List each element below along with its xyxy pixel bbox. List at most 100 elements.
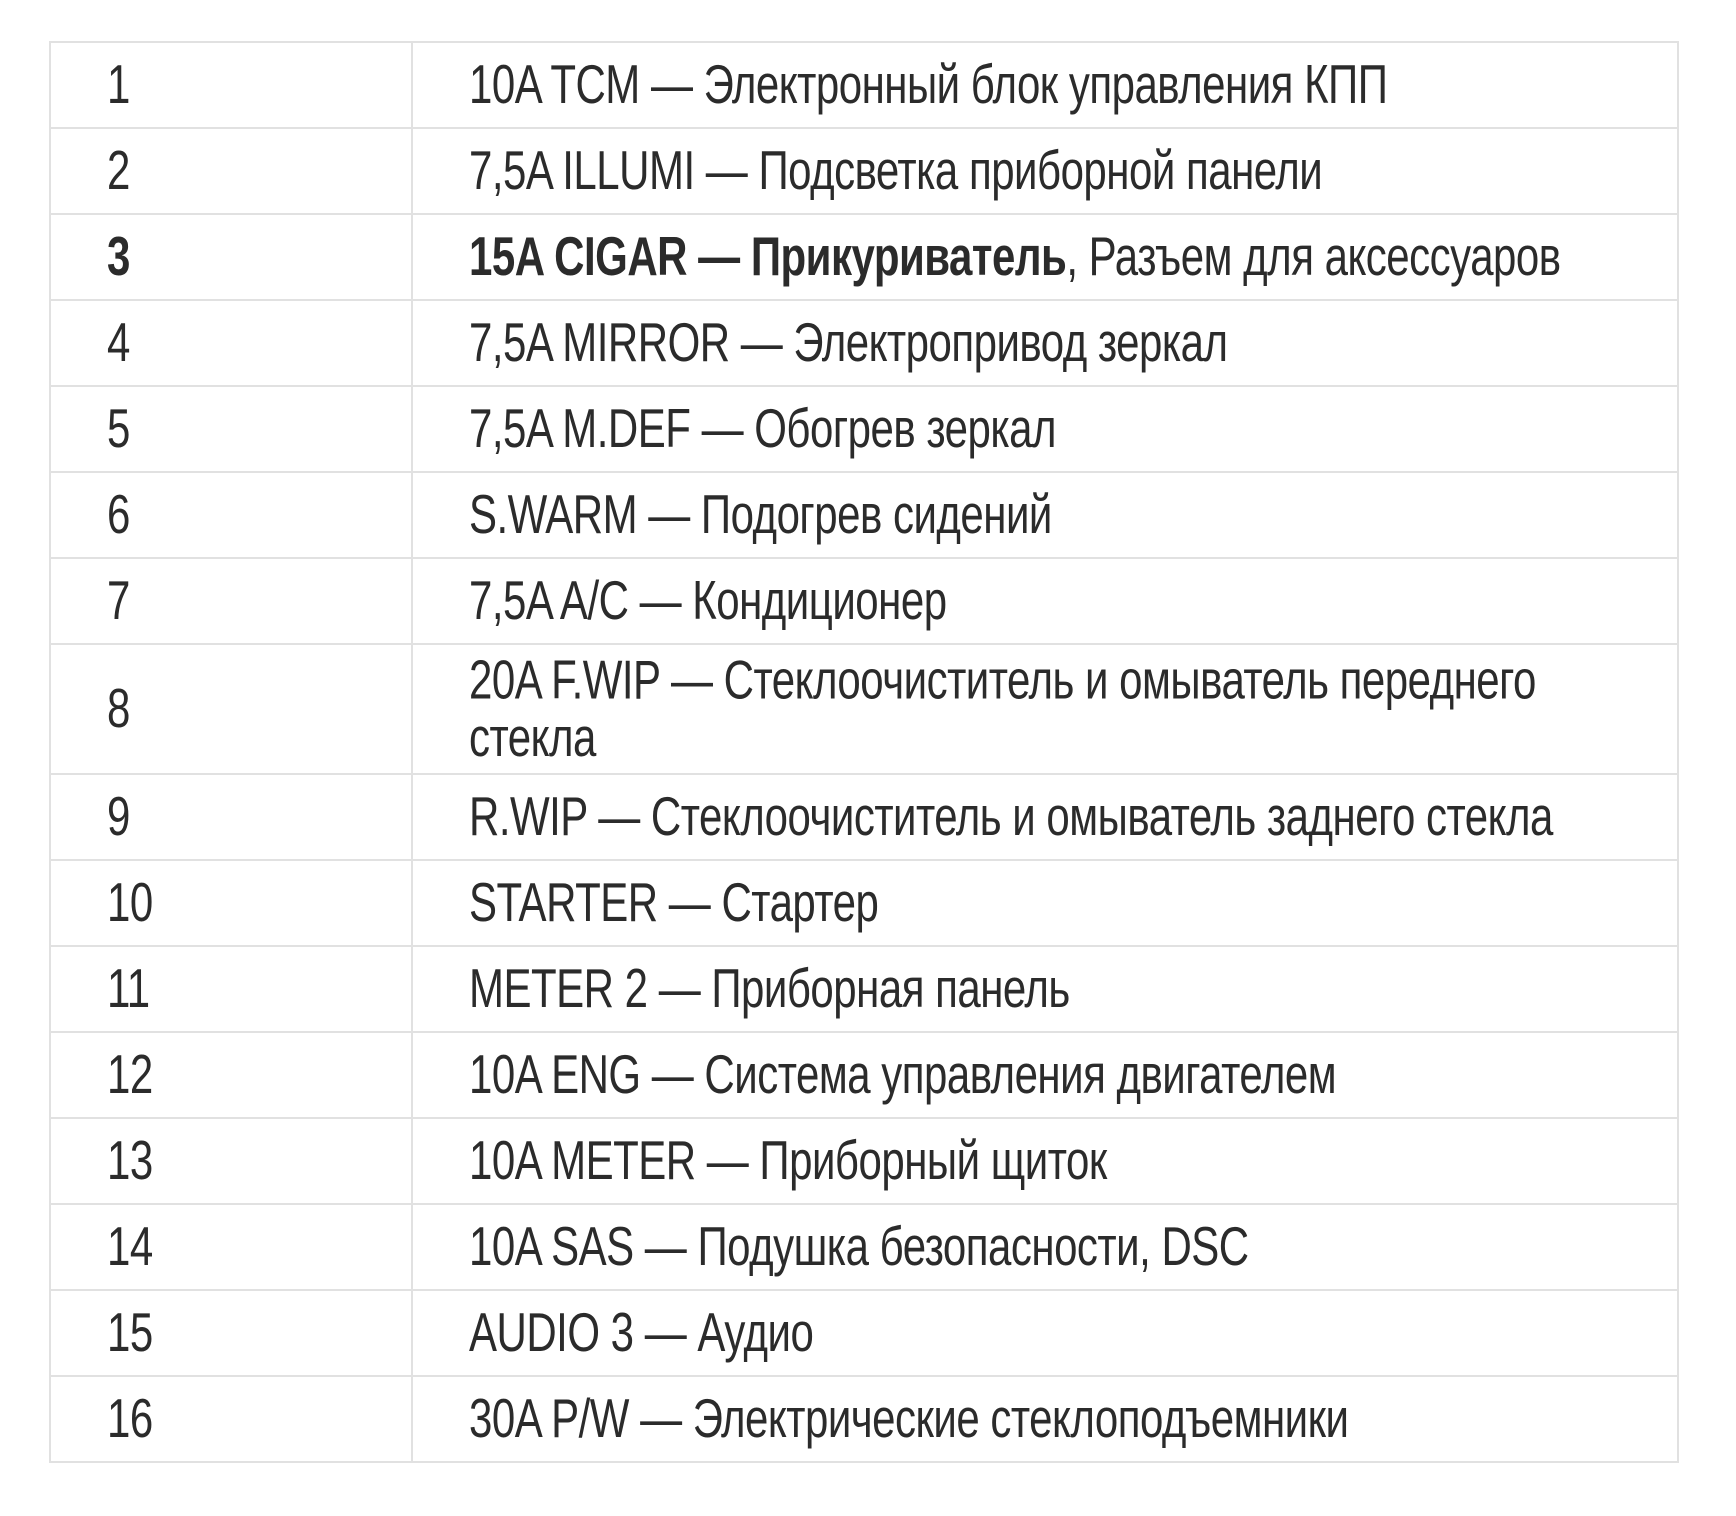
fuse-description: 15A CIGAR — Прикуриватель, Разъем для ак… [469, 228, 1561, 285]
fuse-number-cell: 10 [49, 859, 413, 947]
table-row: 13 10A METER — Приборный щиток [49, 1117, 1679, 1205]
fuse-table: 1 10A TCM — Электронный блок управления … [49, 41, 1679, 1463]
table-row: 1 10A TCM — Электронный блок управления … [49, 41, 1679, 129]
fuse-number: 9 [107, 785, 130, 847]
fuse-description-rest: R.WIP — Стеклоочиститель и омыватель зад… [469, 785, 1553, 847]
table-row: 2 7,5A ILLUMI — Подсветка приборной пане… [49, 127, 1679, 215]
fuse-description: 30A P/W — Электрические стеклоподъемники [469, 1387, 1349, 1449]
fuse-description-cell: 30A P/W — Электрические стеклоподъемники [411, 1375, 1679, 1463]
fuse-description-cell: 10A METER — Приборный щиток [411, 1117, 1679, 1205]
fuse-number-cell: 11 [49, 945, 413, 1033]
fuse-description-cell: 7,5A A/C — Кондиционер [411, 557, 1679, 645]
fuse-description-cell: S.WARM — Подогрев сидений [411, 471, 1679, 559]
fuse-number-cell: 8 [49, 643, 413, 775]
fuse-number: 11 [107, 957, 150, 1019]
fuse-description-rest: 7,5A A/C — Кондиционер [469, 569, 947, 631]
fuse-number-cell: 15 [49, 1289, 413, 1377]
fuse-description: 10A ENG — Система управления двигателем [469, 1043, 1337, 1105]
fuse-description-rest: , Разъем для аксессуаров [1066, 225, 1561, 287]
fuse-number-cell: 16 [49, 1375, 413, 1463]
table-row: 5 7,5A M.DEF — Обогрев зеркал [49, 385, 1679, 473]
table-row: 16 30A P/W — Электрические стеклоподъемн… [49, 1375, 1679, 1463]
fuse-number: 4 [107, 311, 130, 373]
fuse-description-cell: 15A CIGAR — Прикуриватель, Разъем для ак… [411, 213, 1679, 301]
fuse-table-body: 1 10A TCM — Электронный блок управления … [49, 41, 1679, 1463]
fuse-description: S.WARM — Подогрев сидений [469, 486, 1052, 543]
fuse-description: 10A SAS — Подушка безопасности, DSC [469, 1218, 1249, 1275]
fuse-description-rest: STARTER — Стартер [469, 871, 879, 933]
fuse-description-rest: 7,5A MIRROR — Электропривод зеркал [469, 311, 1228, 373]
table-row: 10 STARTER — Стартер [49, 859, 1679, 947]
fuse-description: AUDIO 3 — Аудио [469, 1301, 814, 1363]
table-row: 12 10A ENG — Система управления двигател… [49, 1031, 1679, 1119]
fuse-description-rest: AUDIO 3 — Аудио [469, 1301, 814, 1363]
fuse-description: 7,5A A/C — Кондиционер [469, 572, 947, 629]
fuse-number-cell: 7 [49, 557, 413, 645]
fuse-description: 7,5A MIRROR — Электропривод зеркал [469, 314, 1228, 371]
fuse-description: METER 2 — Приборная панель [469, 960, 1070, 1017]
fuse-description-cell: 7,5A MIRROR — Электропривод зеркал [411, 299, 1679, 387]
table-row: 6 S.WARM — Подогрев сидений [49, 471, 1679, 559]
fuse-description: 10A METER — Приборный щиток [469, 1132, 1107, 1189]
table-row: 11 METER 2 — Приборная панель [49, 945, 1679, 1033]
table-row: 8 20A F.WIP — Стеклоочиститель и омывате… [49, 643, 1679, 775]
fuse-number: 6 [107, 483, 130, 545]
fuse-description-cell: 7,5A M.DEF — Обогрев зеркал [411, 385, 1679, 473]
table-row: 14 10A SAS — Подушка безопасности, DSC [49, 1203, 1679, 1291]
fuse-description-rest: METER 2 — Приборная панель [469, 957, 1070, 1019]
fuse-description: 7,5A ILLUMI — Подсветка приборной панели [469, 139, 1323, 201]
fuse-description-rest: 10A METER — Приборный щиток [469, 1129, 1107, 1191]
fuse-number: 15 [107, 1301, 153, 1363]
fuse-number: 12 [107, 1043, 153, 1105]
fuse-number: 5 [107, 397, 130, 459]
fuse-description-rest: 20A F.WIP — Стеклоочиститель и омыватель… [469, 649, 1536, 768]
table-row: 7 7,5A A/C — Кондиционер [49, 557, 1679, 645]
fuse-number: 14 [107, 1215, 153, 1277]
fuse-description-cell: 20A F.WIP — Стеклоочиститель и омыватель… [411, 643, 1679, 775]
fuse-number: 1 [107, 53, 130, 115]
fuse-number-cell: 12 [49, 1031, 413, 1119]
fuse-number-cell: 2 [49, 127, 413, 215]
fuse-description-cell: 10A TCM — Электронный блок управления КП… [411, 41, 1679, 129]
fuse-number: 2 [107, 139, 130, 201]
fuse-description-rest: S.WARM — Подогрев сидений [469, 483, 1052, 545]
fuse-description-bold: 15A CIGAR — Прикуриватель [469, 225, 1067, 287]
table-row: 9 R.WIP — Стеклоочиститель и омыватель з… [49, 773, 1679, 861]
fuse-number: 13 [107, 1129, 153, 1191]
table-row: 3 15A CIGAR — Прикуриватель, Разъем для … [49, 213, 1679, 301]
fuse-description: 20A F.WIP — Стеклоочиститель и омыватель… [469, 649, 1643, 768]
fuse-description-cell: METER 2 — Приборная панель [411, 945, 1679, 1033]
fuse-description: R.WIP — Стеклоочиститель и омыватель зад… [469, 788, 1553, 845]
fuse-number-cell: 9 [49, 773, 413, 861]
fuse-description-rest: 10A SAS — Подушка безопасности, DSC [469, 1215, 1249, 1277]
fuse-description-rest: 10A ENG — Система управления двигателем [469, 1043, 1337, 1105]
fuse-number: 8 [107, 677, 130, 739]
fuse-number: 10 [107, 871, 153, 933]
fuse-description: 7,5A M.DEF — Обогрев зеркал [469, 397, 1057, 459]
fuse-description-cell: R.WIP — Стеклоочиститель и омыватель зад… [411, 773, 1679, 861]
fuse-number: 16 [107, 1387, 153, 1449]
fuse-description: 10A TCM — Электронный блок управления КП… [469, 53, 1388, 115]
fuse-number-cell: 14 [49, 1203, 413, 1291]
fuse-description-rest: 30A P/W — Электрические стеклоподъемники [469, 1387, 1349, 1449]
fuse-description-cell: 10A ENG — Система управления двигателем [411, 1031, 1679, 1119]
fuse-number-cell: 1 [49, 41, 413, 129]
fuse-number-cell: 3 [49, 213, 413, 301]
fuse-number: 7 [107, 569, 130, 631]
fuse-description: STARTER — Стартер [469, 871, 879, 933]
fuse-description-rest: 7,5A M.DEF — Обогрев зеркал [469, 397, 1057, 459]
fuse-number: 3 [107, 225, 130, 287]
table-row: 4 7,5A MIRROR — Электропривод зеркал [49, 299, 1679, 387]
fuse-description-cell: AUDIO 3 — Аудио [411, 1289, 1679, 1377]
fuse-description-cell: 10A SAS — Подушка безопасности, DSC [411, 1203, 1679, 1291]
fuse-description-rest: 7,5A ILLUMI — Подсветка приборной панели [469, 139, 1323, 201]
fuse-number-cell: 6 [49, 471, 413, 559]
fuse-number-cell: 5 [49, 385, 413, 473]
fuse-number-cell: 4 [49, 299, 413, 387]
fuse-description-cell: 7,5A ILLUMI — Подсветка приборной панели [411, 127, 1679, 215]
fuse-number-cell: 13 [49, 1117, 413, 1205]
fuse-description-cell: STARTER — Стартер [411, 859, 1679, 947]
table-row: 15 AUDIO 3 — Аудио [49, 1289, 1679, 1377]
fuse-description-rest: 10A TCM — Электронный блок управления КП… [469, 53, 1388, 115]
